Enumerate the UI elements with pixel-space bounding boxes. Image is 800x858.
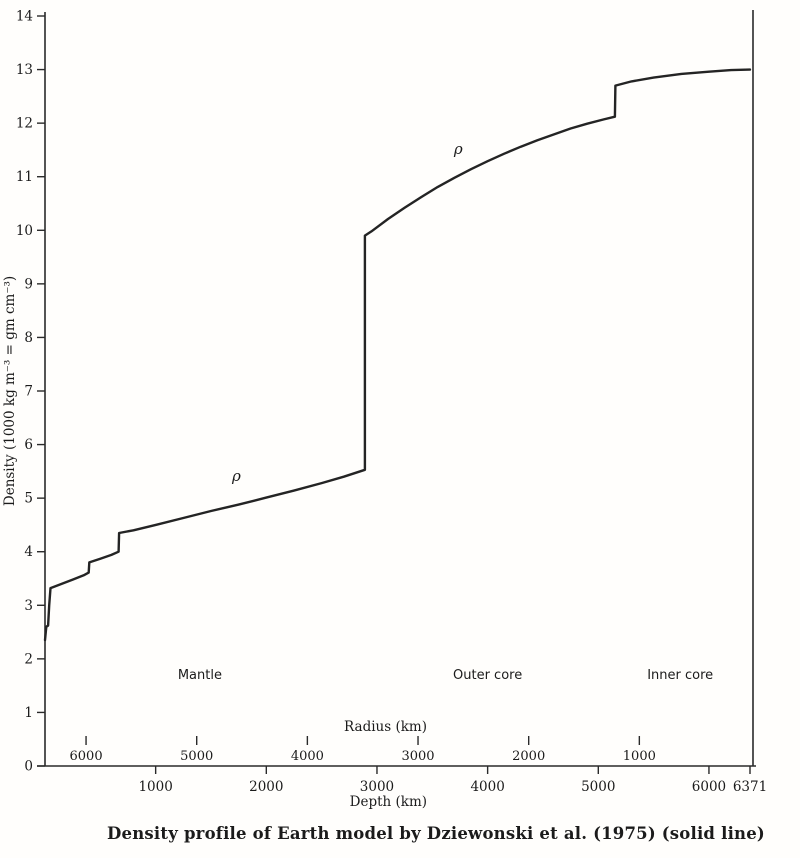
y-tick-label: 0 (24, 759, 33, 775)
x-tick-label: 4000 (470, 779, 504, 795)
x-tick-label: 6371 (733, 779, 767, 795)
y-tick-label: 7 (24, 384, 33, 400)
y-tick-label: 11 (16, 169, 33, 185)
figure-caption: Density profile of Earth model by Dziewo… (107, 824, 765, 843)
y-tick-label: 1 (24, 705, 33, 721)
region-label: Outer core (453, 668, 522, 683)
radius-tick-label: 5000 (180, 749, 213, 764)
region-label: Mantle (178, 668, 222, 683)
y-tick-label: 10 (16, 223, 33, 239)
y-tick-label: 9 (24, 276, 33, 292)
radius-tick-label: 3000 (401, 749, 434, 764)
radius-tick-label: 4000 (291, 749, 324, 764)
x-tick-label: 1000 (138, 779, 172, 795)
y-tick-label: 4 (24, 544, 33, 560)
radius-tick-label: 6000 (70, 749, 103, 764)
rho-label: ρ (453, 140, 463, 158)
radius-axis-title: Radius (km) (344, 719, 427, 735)
y-tick-label: 5 (24, 491, 33, 507)
y-tick-label: 6 (24, 437, 33, 453)
y-axis-title: Density (1000 kg m⁻³ = gm cm⁻³) (2, 276, 18, 506)
x-tick-label: 5000 (581, 779, 615, 795)
density-curve (43, 68, 752, 642)
x-tick-label: 2000 (249, 779, 283, 795)
y-tick-label: 14 (16, 9, 33, 25)
y-tick-label: 3 (24, 598, 33, 614)
x-axis-title: Depth (km) (350, 794, 427, 810)
x-tick-label: 6000 (692, 779, 726, 795)
x-tick-label: 3000 (360, 779, 394, 795)
region-label: Inner core (647, 668, 713, 683)
y-tick-label: 8 (24, 330, 33, 346)
y-tick-label: 12 (16, 116, 33, 132)
radius-tick-label: 2000 (512, 749, 545, 764)
y-tick-label: 2 (24, 651, 33, 667)
radius-tick-label: 1000 (623, 749, 656, 764)
rho-label: ρ (231, 467, 241, 485)
y-tick-label: 13 (16, 62, 33, 78)
